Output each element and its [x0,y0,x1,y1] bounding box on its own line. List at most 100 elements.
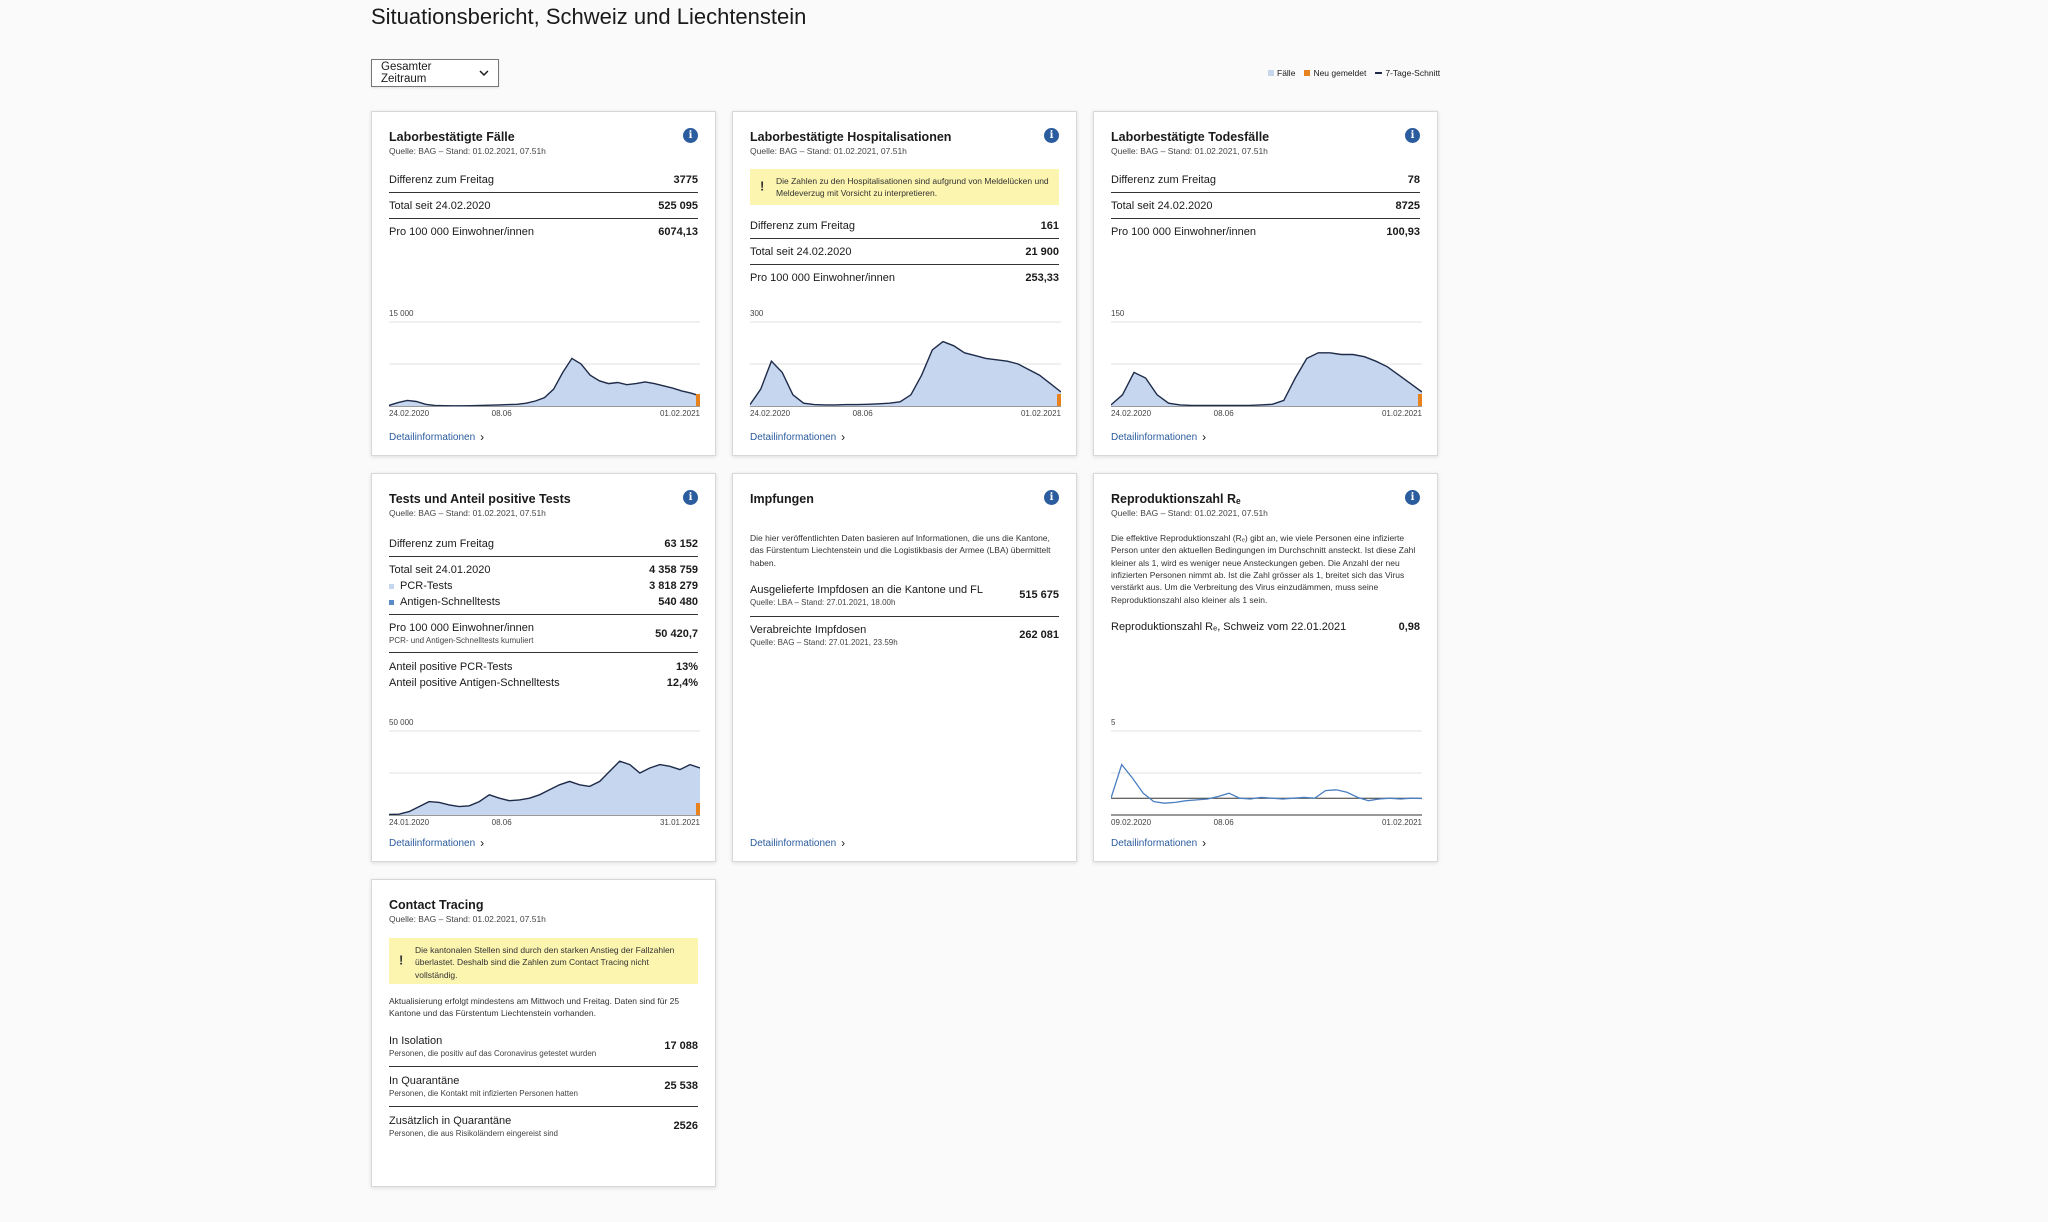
stat-row: Anteil positive PCR-Tests 13% [389,661,698,673]
series-area [750,341,1061,406]
legend-swatch-neu [1304,70,1311,76]
stat-row: Anteil positive Antigen-Schnelltests 12,4… [389,677,698,689]
divider [750,264,1059,265]
chart-svg [750,321,1061,407]
info-icon[interactable]: i [683,490,698,505]
detail-link[interactable]: Detailinformationen › [750,430,846,444]
legend-swatch-schnitt [1375,72,1383,74]
stat-row: Differenz zum Freitag 3775 [389,174,698,186]
chart-svg [1111,321,1422,407]
series-area [389,358,700,406]
chart-legend: Fälle Neu gemeldet 7-Tage-Schnitt [1268,68,1440,78]
chevron-right-icon: › [480,430,485,444]
divider [1111,218,1420,219]
series-area [1111,352,1422,406]
info-icon[interactable]: i [1405,490,1420,505]
detail-link[interactable]: Detailinformationen › [1111,430,1207,444]
chart-faelle: 15 000 24.02.2020 08.06 01.02.2021 [389,309,700,420]
stat-row: Pro 100 000 Einwohner/innen 253,33 [750,272,1059,284]
stat-row: Reproduktionszahl Rₑ, Schweiz vom 22.01.… [1111,621,1420,633]
warning-box: ! Die Zahlen zu den Hospitalisationen sin… [750,169,1059,205]
stat-row: Differenz zum Freitag 161 [750,220,1059,232]
legend-item-neu: Neu gemeldet [1304,68,1366,78]
x-tick-label: 01.02.2021 [1381,818,1422,827]
period-select-value: Gesamter Zeitraum [381,61,432,85]
detail-link[interactable]: Detailinformationen › [750,836,846,850]
stat-row: Differenz zum Freitag 63 152 [389,538,698,550]
detail-link[interactable]: Detailinformationen › [1111,836,1207,850]
chart-svg [389,321,700,407]
series-line [1111,763,1422,804]
info-icon[interactable]: i [1405,128,1420,143]
period-select[interactable]: Gesamter Zeitraum [371,59,499,87]
series-line [389,357,700,407]
chart-svg [1111,730,1422,816]
warning-box: ! Die kantonalen Stellen sind durch den s… [389,938,698,984]
stat-row: Pro 100 000 Einwohner/innen 6074,13 [389,226,698,238]
info-text: Die hier veröffentlichten Daten basieren… [750,533,1051,568]
stat-row: Total seit 24.02.2020 525 095 [389,200,698,212]
card-title: Laborbestätigte Todesfälle [1111,130,1270,144]
card-source: Quelle: BAG – Stand: 01.02.2021, 07.51h [389,914,546,924]
y-tick-label: 50 000 [389,718,414,727]
info-icon[interactable]: i [1044,490,1059,505]
page-title: Situationsbericht, Schweiz und Liechtens… [371,4,807,29]
detail-link[interactable]: Detailinformationen › [389,430,485,444]
x-tick-label: 08.06 [1213,409,1234,418]
stat-row: In Quarantäne Personen, die Kontakt mit i… [389,1075,698,1098]
card-faelle: Laborbestätigte Fälle Quelle: BAG – Stan… [371,111,716,456]
new-reported-mark [696,803,700,815]
stat-row: Total seit 24.02.2020 8725 [1111,200,1420,212]
stat-row-pcr: PCR-Tests 3 818 279 [389,580,698,592]
x-tick-label: 08.06 [1213,818,1234,827]
detail-link[interactable]: Detailinformationen › [389,836,485,850]
pcr-swatch [389,583,394,589]
update-note: Aktualisierung erfolgt mindestens am Mit… [389,996,680,1019]
stat-row: In Isolation Personen, die positiv auf da… [389,1035,698,1058]
divider [389,556,698,557]
legend-item-faelle: Fälle [1268,68,1295,78]
chart-tests: 50 000 24.01.2020 08.06 31.01.2021 [389,718,700,829]
x-tick-label: 09.02.2020 [1111,818,1152,827]
x-tick-label: 01.02.2021 [1020,409,1061,418]
divider [389,1106,698,1107]
card-hosp: Laborbestätigte Hospitalisationen Quelle… [732,111,1077,456]
divider [750,616,1059,617]
chevron-right-icon: › [480,836,485,850]
chevron-right-icon: › [1202,836,1207,850]
divider [1111,192,1420,193]
card-source: Quelle: BAG – Stand: 01.02.2021, 07.51h [750,146,907,156]
new-reported-mark [696,394,700,406]
card-source: Quelle: BAG – Stand: 01.02.2021, 07.51h [1111,146,1268,156]
stat-row: Zusätzlich in Quarantäne Personen, die au… [389,1115,698,1138]
warning-icon: ! [399,952,404,968]
info-icon[interactable]: i [683,128,698,143]
divider [389,218,698,219]
new-reported-mark [1057,394,1061,406]
x-tick-label: 01.02.2021 [659,409,700,418]
card-re: Reproduktionszahl Rₑ Quelle: BAG – Stand… [1093,473,1438,862]
chart-tod: 150 24.02.2020 08.06 01.02.2021 [1111,309,1422,420]
x-tick-label: 24.02.2020 [750,409,791,418]
card-source: Quelle: BAG – Stand: 01.02.2021, 07.51h [1111,508,1268,518]
stat-row: Total seit 24.01.2020 4 358 759 [389,564,698,576]
chevron-right-icon: › [841,836,846,850]
x-tick-label: 01.02.2021 [1381,409,1422,418]
new-reported-mark [1418,394,1422,406]
stat-row: Pro 100 000 Einwohner/innen PCR- und Anti… [389,622,698,645]
stat-row: Ausgelieferte Impfdosen an die Kantone u… [750,584,1059,607]
x-tick-label: 24.02.2020 [389,409,430,418]
info-icon[interactable]: i [1044,128,1059,143]
card-source: Quelle: BAG – Stand: 01.02.2021, 07.51h [389,146,546,156]
divider [389,614,698,615]
series-line [750,340,1061,406]
series-area [389,761,700,815]
chevron-right-icon: › [841,430,846,444]
chart-hosp: 300 24.02.2020 08.06 01.02.2021 [750,309,1061,420]
antigen-swatch [389,599,394,605]
card-title: Tests und Anteil positive Tests [389,492,571,506]
card-impf: Impfungen i Die hier veröffentlichten Da… [732,473,1077,862]
stat-row: Differenz zum Freitag 78 [1111,174,1420,186]
series-line [1111,352,1422,407]
stat-row-antigen: Antigen-Schnelltests 540 480 [389,596,698,608]
